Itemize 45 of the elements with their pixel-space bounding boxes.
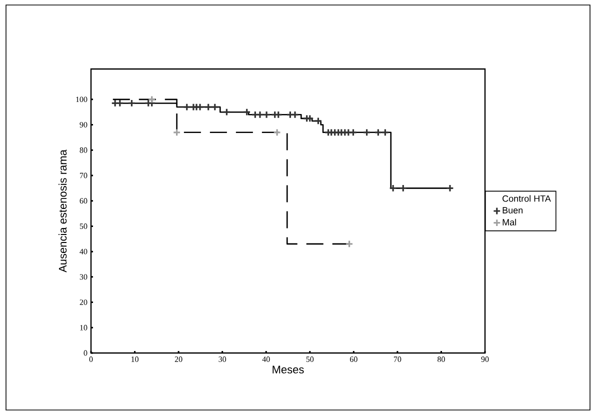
x-tick-label: 80: [438, 356, 445, 362]
y-tick-label: 100: [76, 96, 88, 102]
y-tick-label: 90: [80, 122, 88, 128]
x-tick-label: 10: [131, 356, 138, 362]
point: [389, 184, 398, 192]
y-tick-label: 0: [84, 350, 88, 356]
point: [314, 116, 322, 125]
x-tick-label: 90: [481, 356, 489, 362]
point: [148, 95, 156, 104]
y-tick-label: 50: [80, 224, 88, 229]
point: [196, 103, 204, 112]
point: [210, 103, 219, 112]
legend-title: Control HTA: [502, 195, 551, 202]
point: [222, 108, 231, 116]
legend-label: Mal: [502, 218, 516, 226]
y-axis-title: Ausencia estenosis rama: [58, 150, 67, 272]
x-tick-label: 50: [306, 356, 314, 362]
point: [242, 108, 251, 116]
y-tick-label: 10: [80, 324, 88, 330]
x-tick-label: 30: [218, 356, 226, 362]
point: [446, 184, 454, 192]
x-axis-title: Meses: [272, 366, 304, 374]
point: [182, 103, 191, 112]
point: [262, 110, 271, 119]
x-tick-label: 70: [394, 356, 402, 362]
point: [362, 128, 371, 136]
point: [399, 184, 408, 192]
y-tick-label: 30: [80, 274, 88, 280]
point: [172, 128, 181, 136]
point: [381, 128, 390, 136]
y-tick-label: 60: [80, 198, 88, 204]
point: [345, 240, 354, 248]
x-tick-label: 0: [89, 356, 93, 362]
legend-label: Buen: [502, 207, 523, 214]
y-tick-label: 40: [80, 248, 88, 254]
y-tick-label: 80: [80, 147, 88, 153]
x-tick-label: 40: [262, 356, 270, 362]
y-tick-label: 70: [80, 172, 88, 178]
x-tick-label: 60: [350, 356, 358, 362]
point: [273, 128, 282, 136]
point: [128, 99, 136, 108]
y-tick-label: 20: [80, 300, 88, 305]
point: [374, 128, 382, 136]
point: [204, 103, 212, 112]
x-tick-label: 20: [174, 356, 182, 362]
